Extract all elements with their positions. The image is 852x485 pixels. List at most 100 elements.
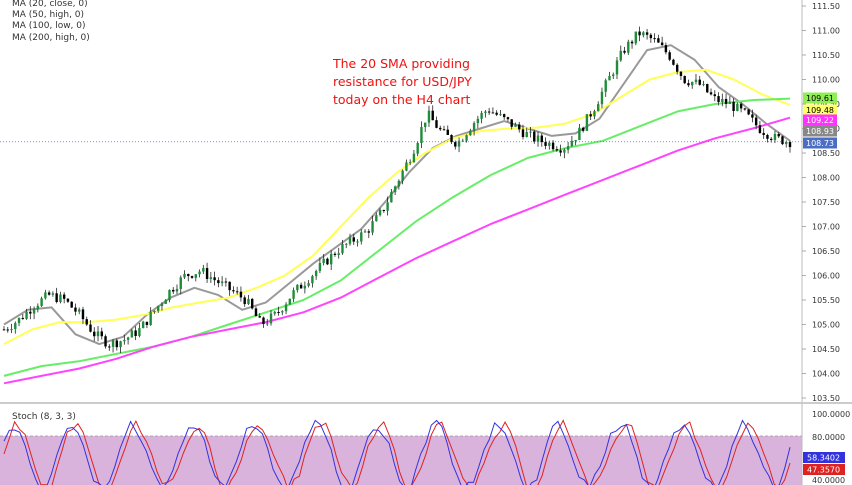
candle-body [2,329,6,331]
candle-body [724,98,728,104]
candle-body [465,135,468,141]
price-tick-label: 107.50 [812,198,840,207]
stoch-title: Stoch (8, 3, 3) [12,412,76,422]
price-tick-label: 107.00 [812,223,840,232]
candle-body [597,104,600,112]
candle-body [168,289,171,301]
candle-body [672,59,675,65]
price-badge-label: 109.61 [806,94,834,103]
ma-line [3,116,791,385]
candle-body [352,237,355,242]
candle-body [664,45,668,53]
candle-body [175,288,179,292]
candle-body [360,232,363,242]
candle-body [194,274,197,278]
candle-body [341,244,344,254]
candle-body [228,281,231,291]
candle-body [612,74,615,77]
candle-body [521,129,525,137]
candle-body [126,337,130,340]
candle-body [6,329,9,331]
candle-body [55,293,58,302]
candle-body [604,80,607,92]
candle-body [119,341,122,348]
price-tick-label: 106.00 [812,272,840,281]
candle-body [254,308,258,317]
candle-body [382,209,386,211]
candle-body [623,50,626,53]
candle-body [743,108,747,110]
candle-body [29,311,32,314]
candle-body [81,309,85,320]
stoch-k-value: 58.3402 [807,454,840,463]
price-tick-label: 104.00 [812,370,840,379]
candle-body [412,153,416,163]
candle-body [348,237,352,244]
candle-body [721,98,724,103]
candle-body [156,305,160,311]
ma-line [3,44,791,346]
price-tick-label: 105.50 [812,296,840,305]
candle-body [514,124,517,127]
candle-body [273,311,276,314]
candle-body [668,52,671,60]
candle-body [21,317,25,319]
candle-body [687,83,690,86]
candle-body [292,290,295,299]
legend-ma20: MA (20, close, 0) [12,0,88,9]
candle-body [491,112,495,114]
price-badge [803,104,837,116]
candle-body [450,134,453,143]
candle-body [224,281,228,283]
price-badge-label: 109.22 [806,116,834,125]
candle-body [454,142,457,147]
candle-body [202,268,205,272]
candle-body [172,289,175,292]
candle-body [375,215,378,222]
candle-body [747,109,750,115]
candle-body [25,311,28,319]
candle-body [773,133,777,141]
candle-body [149,312,152,325]
candle-body [59,294,62,302]
candle-body [769,138,773,141]
candle-body [367,231,370,233]
candle-body [243,297,246,305]
candle-body [484,111,487,113]
stoch-axis: 100.0000 80.0000 40.0000 58.3402 47.3570 [803,410,850,485]
candle-body [66,298,70,302]
candle-body [40,298,43,306]
candle-body [183,274,186,278]
price-badge [803,125,837,137]
candle-body [431,110,434,121]
candle-body [307,283,310,286]
candle-body [506,117,510,120]
candle-body [160,303,164,306]
candle-body [70,301,73,308]
candle-body [345,243,348,245]
candle-body [642,32,645,36]
candle-body [390,192,393,203]
candle-body [209,277,213,279]
price-tick-label: 110.00 [812,76,840,85]
candle-body [728,101,732,104]
candle-body [777,133,780,137]
candle-body [713,94,716,97]
candle-body [480,112,483,119]
price-axis: 111.50111.00110.50110.00109.50109.00108.… [802,2,840,403]
candle-body [736,103,739,111]
price-tick-label: 104.50 [812,345,840,354]
candle-body [78,309,81,312]
candle-body [566,146,570,150]
candle-body [405,162,408,171]
candle-body [510,119,513,127]
candle-body [638,31,641,36]
candle-body [277,311,280,313]
candle-body [393,186,397,193]
legend-ma100: MA (100, low, 0) [12,21,86,31]
candle-body [217,280,220,284]
candle-body [138,328,141,336]
candle-body [540,135,543,143]
candle-body [100,331,103,337]
